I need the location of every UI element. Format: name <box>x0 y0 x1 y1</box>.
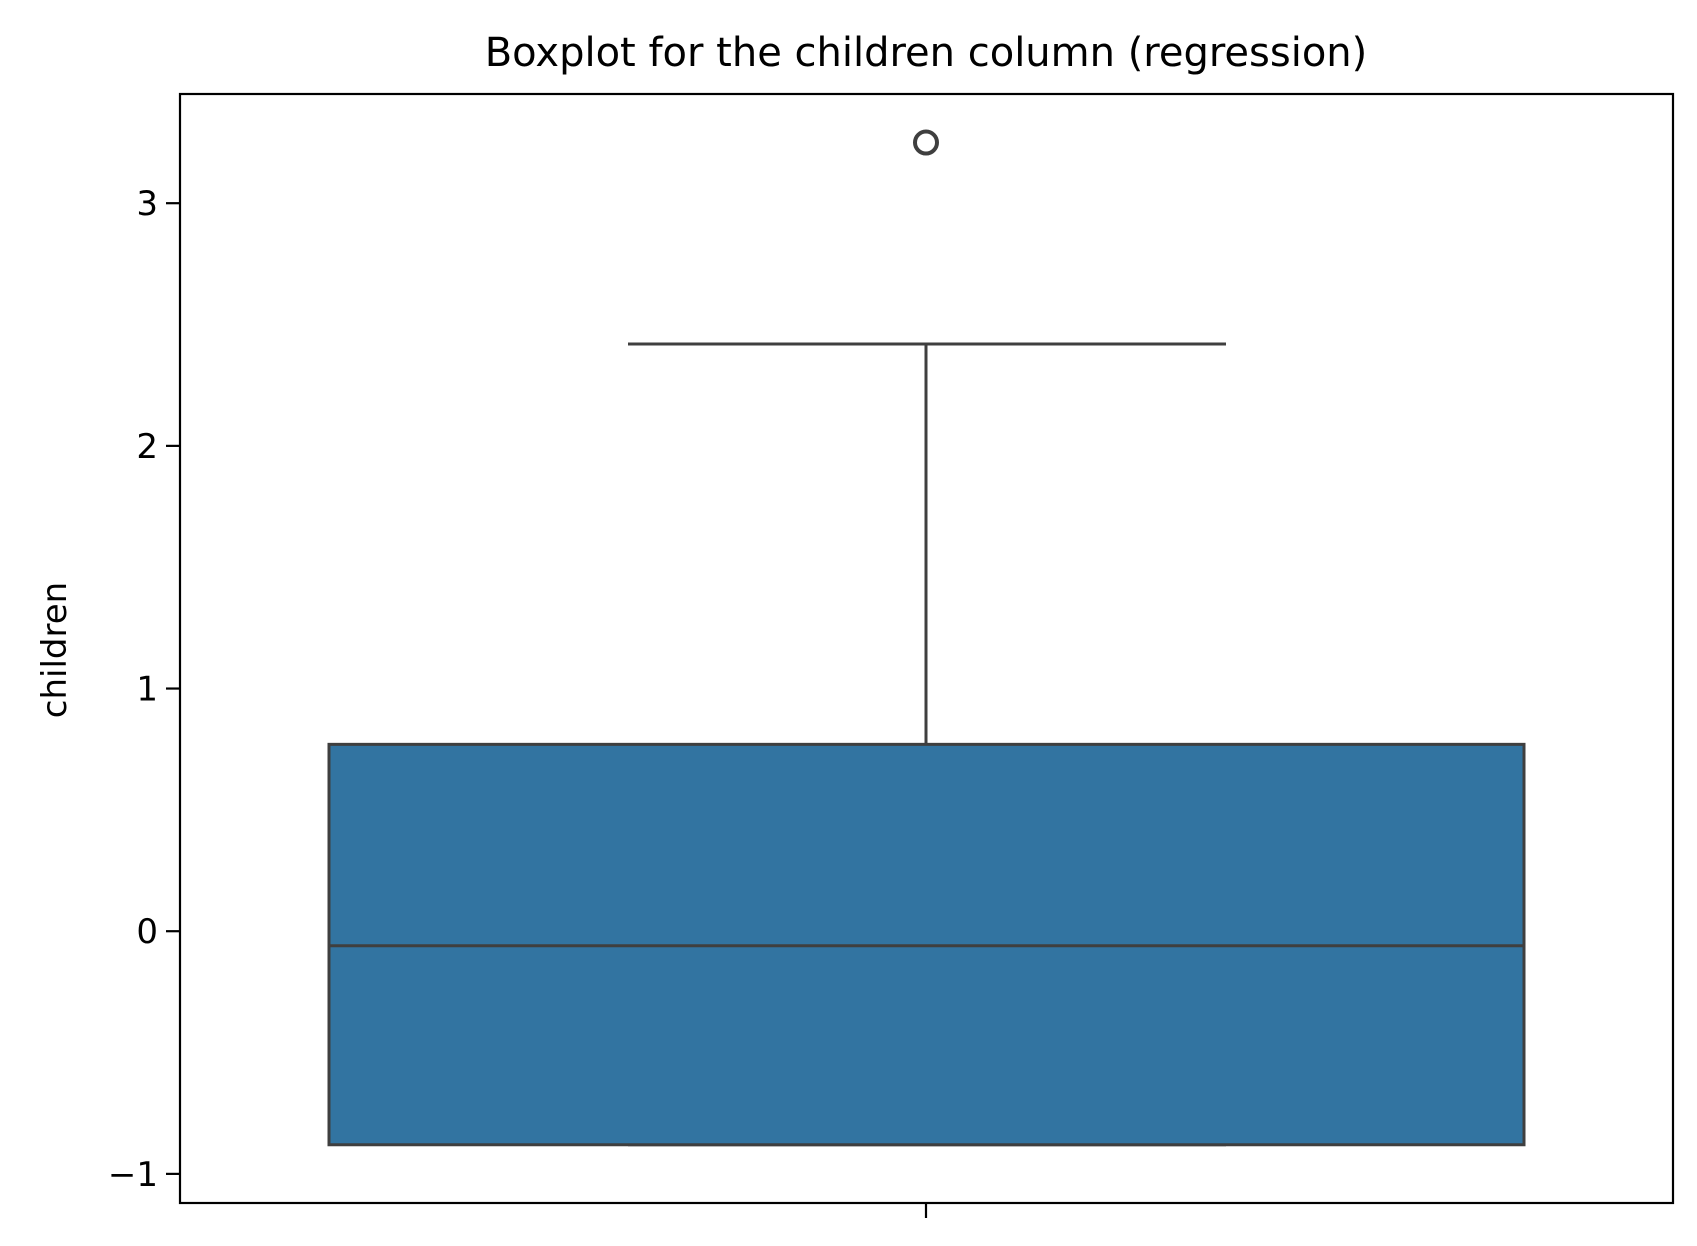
outlier-point <box>913 129 939 156</box>
y-tick-label: 1 <box>136 670 158 710</box>
y-tick-label: −1 <box>108 1155 158 1195</box>
y-axis-ticks: −1 0 1 2 3 <box>108 184 180 1195</box>
y-axis-label: children <box>35 582 75 718</box>
y-tick-label: 2 <box>136 427 158 467</box>
chart-title: Boxplot for the children column (regress… <box>485 30 1368 76</box>
y-tick-label: 0 <box>136 912 158 952</box>
plot-area <box>327 129 1526 1147</box>
y-tick-label: 3 <box>136 184 158 224</box>
